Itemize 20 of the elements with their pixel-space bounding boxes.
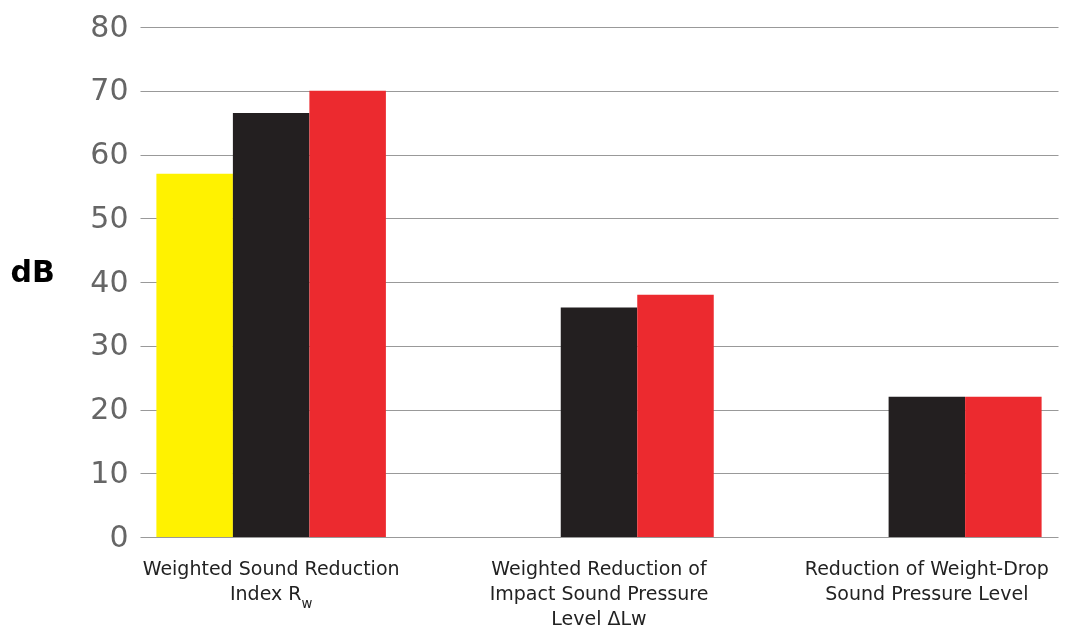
- x-tick-label: Weighted Sound Reduction Index R$_{w}$: [142, 556, 400, 610]
- y-tick-label: 40: [90, 263, 129, 299]
- y-tick-label: 20: [90, 391, 129, 426]
- y-tick-label: 30: [90, 327, 129, 363]
- bar: [637, 294, 714, 537]
- bar: [232, 113, 310, 537]
- bar: [560, 307, 638, 537]
- bar: [309, 90, 386, 537]
- x-tick-label: Weighted Reduction of Impact Sound Pressure Level ΔLw: [489, 556, 709, 629]
- bar: [965, 396, 1042, 537]
- bar: [156, 173, 233, 537]
- y-tick-label: 80: [90, 8, 129, 44]
- bar: [888, 396, 966, 537]
- y-tick-label: 0: [109, 518, 129, 554]
- y-tick-label: 10: [90, 454, 129, 490]
- y-tick-label: 60: [90, 136, 129, 171]
- y-tick-label: 50: [90, 199, 129, 235]
- x-tick-label: Reduction of Weight-Drop Sound Pressure Level: [804, 556, 1049, 604]
- y-tick-label: 70: [90, 72, 129, 108]
- y-axis-title: dB: [10, 253, 55, 289]
